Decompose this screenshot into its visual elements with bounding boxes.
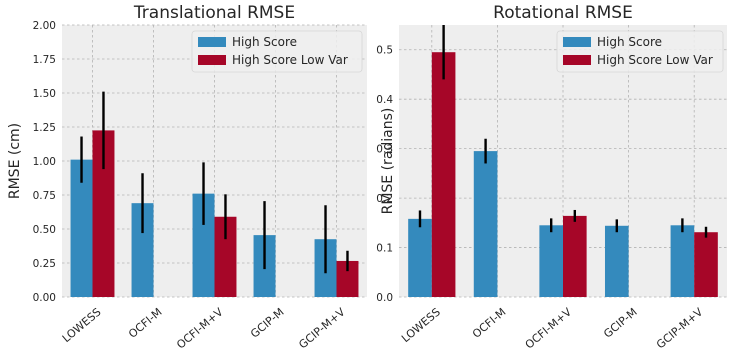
- x-tick-label-gcip-m-v: GCIP-M+V: [654, 305, 706, 351]
- x-tick-label-lowess: LOWESS: [60, 305, 104, 345]
- legend-label-high-score-low-var: High Score Low Var: [232, 53, 348, 67]
- bar-high-score-lowess: [70, 159, 93, 297]
- x-tick-label-lowess: LOWESS: [399, 305, 443, 345]
- bar-high-score-low-var-gcip-m-v: [336, 260, 359, 297]
- bar-high-score-low-var-gcip-m-v: [694, 232, 718, 297]
- legend: High Score High Score Low Var: [556, 30, 724, 73]
- legend-box: [556, 30, 724, 73]
- bar-high-score-gcip-m-v: [670, 225, 695, 297]
- legend-swatch-high-score-low-var: [198, 55, 226, 65]
- y-tick-label: 1.25: [33, 122, 56, 134]
- legend-swatch-high-score: [563, 37, 591, 47]
- y-tick-label: 0.00: [33, 292, 56, 304]
- y-tick-label: 0.3: [376, 144, 393, 156]
- y-axis-label: RMSE (cm): [7, 123, 23, 199]
- bars: [70, 130, 359, 297]
- y-tick-label: 0.0: [376, 292, 393, 304]
- error-bars: [418, 25, 708, 238]
- bar-high-score-low-var-ocfi-m-v: [563, 215, 587, 297]
- y-tick-label: 0.25: [33, 258, 56, 270]
- x-tick-labels: LOWESS OCFI-M OCFI-M+V GCIP-M GCIP-M+V: [399, 305, 705, 351]
- y-tick-label: 0.2: [376, 193, 393, 205]
- chart-title: Translational RMSE: [133, 3, 295, 23]
- x-tick-labels: LOWESS OCFI-M OCFI-M+V GCIP-M GCIP-M+V: [60, 305, 348, 351]
- x-tick-label-gcip-m: GCIP-M: [248, 305, 286, 340]
- legend-label-high-score: High Score: [597, 35, 662, 49]
- legend-label-high-score-low-var: High Score Low Var: [597, 53, 713, 67]
- x-tick-label-ocfi-m-v: OCFI-M+V: [523, 305, 575, 351]
- bar-high-score-lowess: [408, 218, 432, 297]
- chart-title: Rotational RMSE: [493, 3, 633, 23]
- bar-high-score-gcip-m: [604, 225, 629, 297]
- translational-rmse-chart: 0.00 0.25 0.50 0.75 1.00 1.25 1.50 1.75 2.00 LOW…: [7, 3, 367, 352]
- y-tick-label: 0.4: [376, 94, 393, 106]
- bar-high-score-ocfi-m-v: [192, 193, 215, 297]
- x-tick-label-ocfi-m: OCFI-M: [470, 305, 509, 340]
- y-tick-label: 1.50: [33, 88, 56, 100]
- legend-label-high-score: High Score: [232, 35, 297, 49]
- y-tick-labels: 0.0 0.1 0.2 0.3 0.4 0.5: [376, 45, 393, 304]
- y-tick-labels: 0.00 0.25 0.50 0.75 1.00 1.25 1.50 1.75 2.00: [33, 20, 56, 304]
- bar-high-score-ocfi-m: [473, 151, 498, 297]
- x-tick-label-gcip-m: GCIP-M: [601, 305, 639, 340]
- bar-high-score-low-var-lowess: [92, 130, 115, 297]
- y-tick-label: 1.00: [33, 156, 56, 168]
- legend-swatch-high-score-low-var: [563, 55, 591, 65]
- legend-box: [191, 30, 363, 73]
- bars: [408, 52, 718, 298]
- y-tick-label: 0.75: [33, 190, 56, 202]
- legend: High Score High Score Low Var: [191, 30, 363, 73]
- legend-swatch-high-score: [198, 37, 226, 47]
- bar-high-score-low-var-lowess: [431, 52, 456, 298]
- x-tick-label-ocfi-m: OCFI-M: [126, 305, 165, 340]
- y-tick-label: 0.50: [33, 224, 56, 236]
- y-tick-label: 0.1: [376, 243, 393, 255]
- y-tick-label: 1.75: [33, 54, 56, 66]
- bar-high-score-low-var-ocfi-m-v: [214, 216, 237, 297]
- rotational-rmse-chart: 0.0 0.1 0.2 0.3 0.4 0.5 LOWESS OCFI-M OCFI-M+V G…: [376, 3, 727, 352]
- y-tick-label: 2.00: [33, 20, 56, 32]
- bar-high-score-ocfi-m-v: [539, 225, 563, 297]
- error-bars: [80, 91, 349, 274]
- bar-high-score-ocfi-m: [131, 203, 154, 297]
- x-tick-label-gcip-m-v: GCIP-M+V: [296, 305, 348, 351]
- y-axis-label: RMSE (radians): [380, 108, 396, 215]
- x-tick-label-ocfi-m-v: OCFI-M+V: [174, 305, 226, 351]
- y-tick-label: 0.5: [376, 45, 393, 57]
